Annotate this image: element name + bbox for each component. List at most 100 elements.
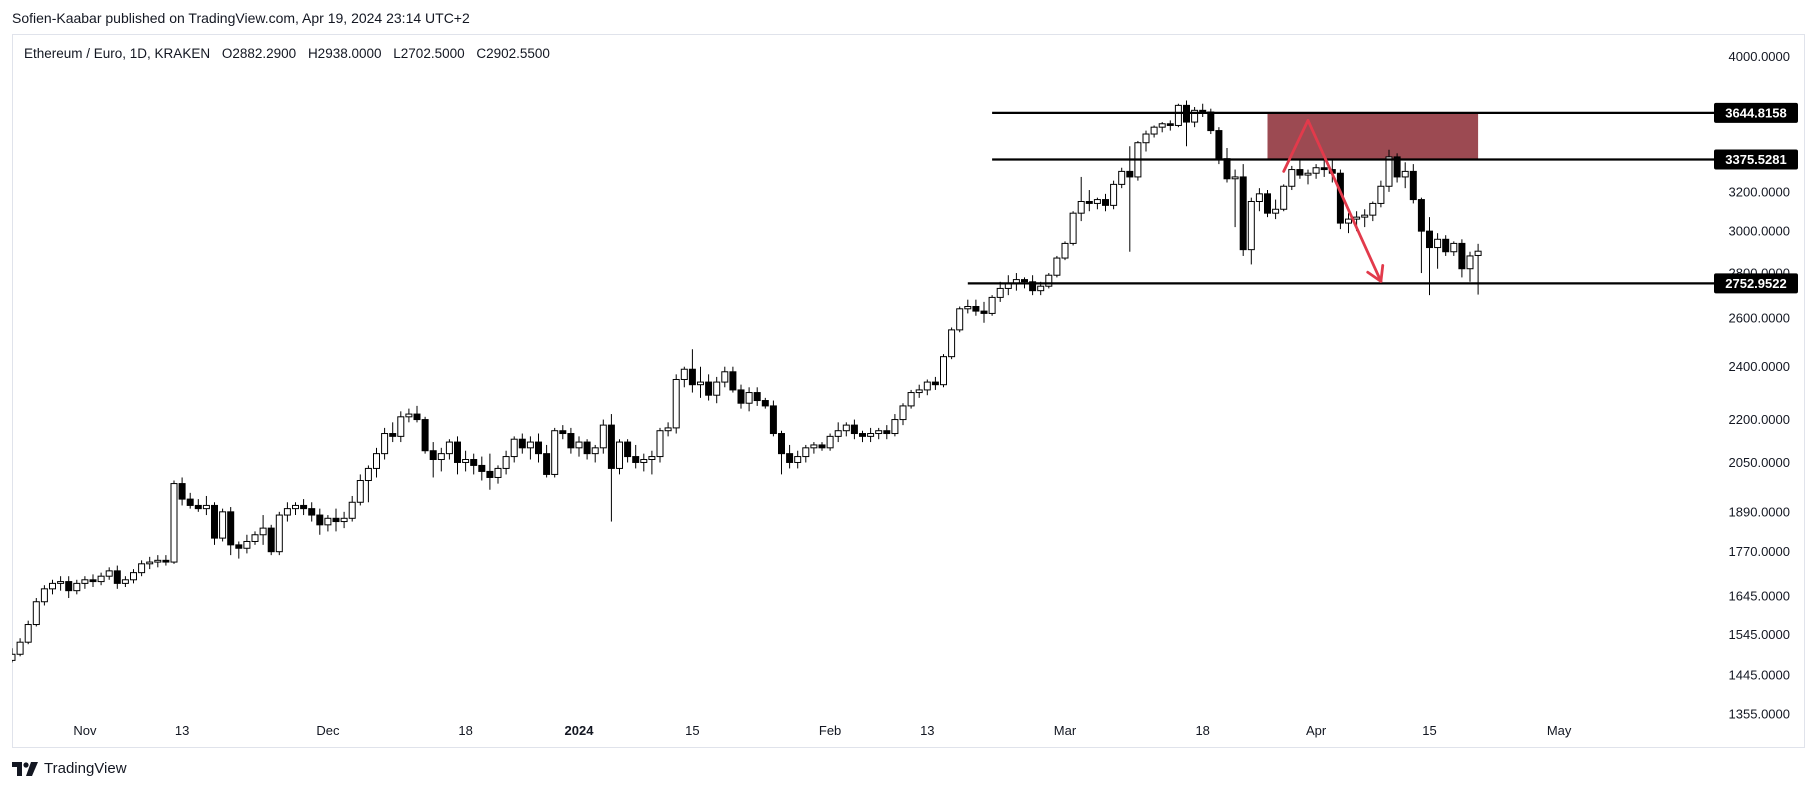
candle-body	[178, 483, 186, 500]
candle-body	[1458, 242, 1466, 270]
candle-body	[1085, 200, 1093, 204]
y-tick-label: 3000.0000	[1729, 224, 1790, 239]
candle-body	[243, 540, 251, 549]
candle-body	[1409, 170, 1417, 201]
x-tick-label: 18	[458, 723, 472, 738]
legend-symbol[interactable]: Ethereum / Euro, 1D, KRAKEN	[24, 46, 211, 61]
candle	[275, 511, 283, 556]
tradingview-brand[interactable]: TradingView	[12, 760, 127, 777]
candle-body	[1118, 170, 1126, 185]
candle-body	[1272, 208, 1280, 214]
candle	[1417, 197, 1425, 274]
candle-body	[49, 582, 56, 590]
candle-body	[1442, 238, 1450, 253]
legend-low: L2702.5000	[393, 46, 465, 61]
candle	[1004, 275, 1012, 296]
arrow-head	[1379, 264, 1385, 283]
candle	[73, 579, 81, 595]
candle-body	[664, 427, 672, 432]
candle-body	[1296, 169, 1304, 176]
candle-body	[721, 371, 729, 383]
candle-body	[194, 504, 202, 510]
plot-area	[12, 100, 1482, 663]
candle-body	[575, 441, 583, 449]
candle-body	[1320, 167, 1328, 171]
candle-body	[1174, 104, 1182, 126]
candle-body	[1255, 193, 1263, 202]
candle-body	[616, 441, 623, 469]
y-tick-label: 4000.0000	[1729, 49, 1790, 64]
candle	[332, 508, 340, 532]
candle	[551, 427, 559, 478]
symbol-legend: Ethereum / Euro, 1D, KRAKEN O2882.2900 H…	[24, 46, 558, 61]
x-tick-label: 15	[685, 723, 699, 738]
candle	[915, 384, 923, 398]
candle	[672, 374, 680, 434]
candle	[1361, 209, 1369, 228]
candle-body	[1345, 218, 1352, 224]
candle-body	[130, 572, 137, 581]
candle-body	[794, 456, 802, 463]
candle-body	[1061, 242, 1069, 259]
candle	[648, 450, 656, 475]
candle	[761, 397, 769, 409]
candle	[1061, 241, 1069, 261]
candle	[1288, 165, 1296, 191]
candle	[1183, 100, 1190, 147]
level-label: 2752.9522	[1725, 276, 1786, 291]
candle-body	[599, 424, 607, 449]
candle-body	[778, 433, 785, 455]
candle	[1158, 122, 1166, 133]
candle	[49, 579, 56, 595]
candle-body	[429, 450, 437, 461]
candle-body	[324, 517, 332, 526]
candle	[57, 576, 65, 591]
candle	[640, 453, 648, 472]
candle	[940, 354, 947, 388]
candle-body	[1029, 281, 1037, 292]
candle	[810, 442, 818, 454]
candle	[162, 555, 170, 566]
candle	[1434, 233, 1442, 269]
candle-body	[1045, 274, 1053, 287]
candle	[721, 366, 729, 388]
candle-body	[486, 470, 494, 478]
candle	[1458, 239, 1466, 278]
candle-body	[292, 504, 299, 510]
candle-body	[454, 441, 461, 463]
candle-body	[24, 624, 32, 643]
candle	[1345, 213, 1352, 234]
candle	[437, 447, 445, 472]
candle	[567, 427, 575, 454]
candle-body	[40, 588, 48, 603]
candle-body	[980, 310, 988, 314]
candle	[105, 567, 113, 580]
candle	[834, 422, 842, 443]
candle	[591, 444, 599, 463]
candle	[559, 425, 567, 440]
candle	[1069, 211, 1077, 246]
candle	[802, 444, 810, 463]
candle-body	[729, 371, 737, 391]
candle-body	[526, 441, 534, 449]
candle-body	[235, 544, 243, 549]
candle	[543, 444, 551, 478]
candle-body	[1093, 199, 1101, 204]
candle-body	[113, 570, 121, 584]
candle	[1150, 125, 1158, 138]
candle	[1280, 184, 1288, 212]
candle-body	[121, 579, 129, 584]
candle-body	[1474, 250, 1482, 256]
candle-body	[940, 356, 947, 386]
candle	[16, 638, 24, 657]
candle	[753, 387, 761, 406]
candle-body	[1450, 242, 1458, 253]
candle	[227, 507, 235, 556]
candle	[154, 555, 162, 568]
candle	[842, 422, 850, 437]
candle-body	[931, 381, 939, 386]
candle-body	[211, 504, 218, 539]
candle-body	[16, 641, 24, 655]
candle	[778, 430, 785, 475]
